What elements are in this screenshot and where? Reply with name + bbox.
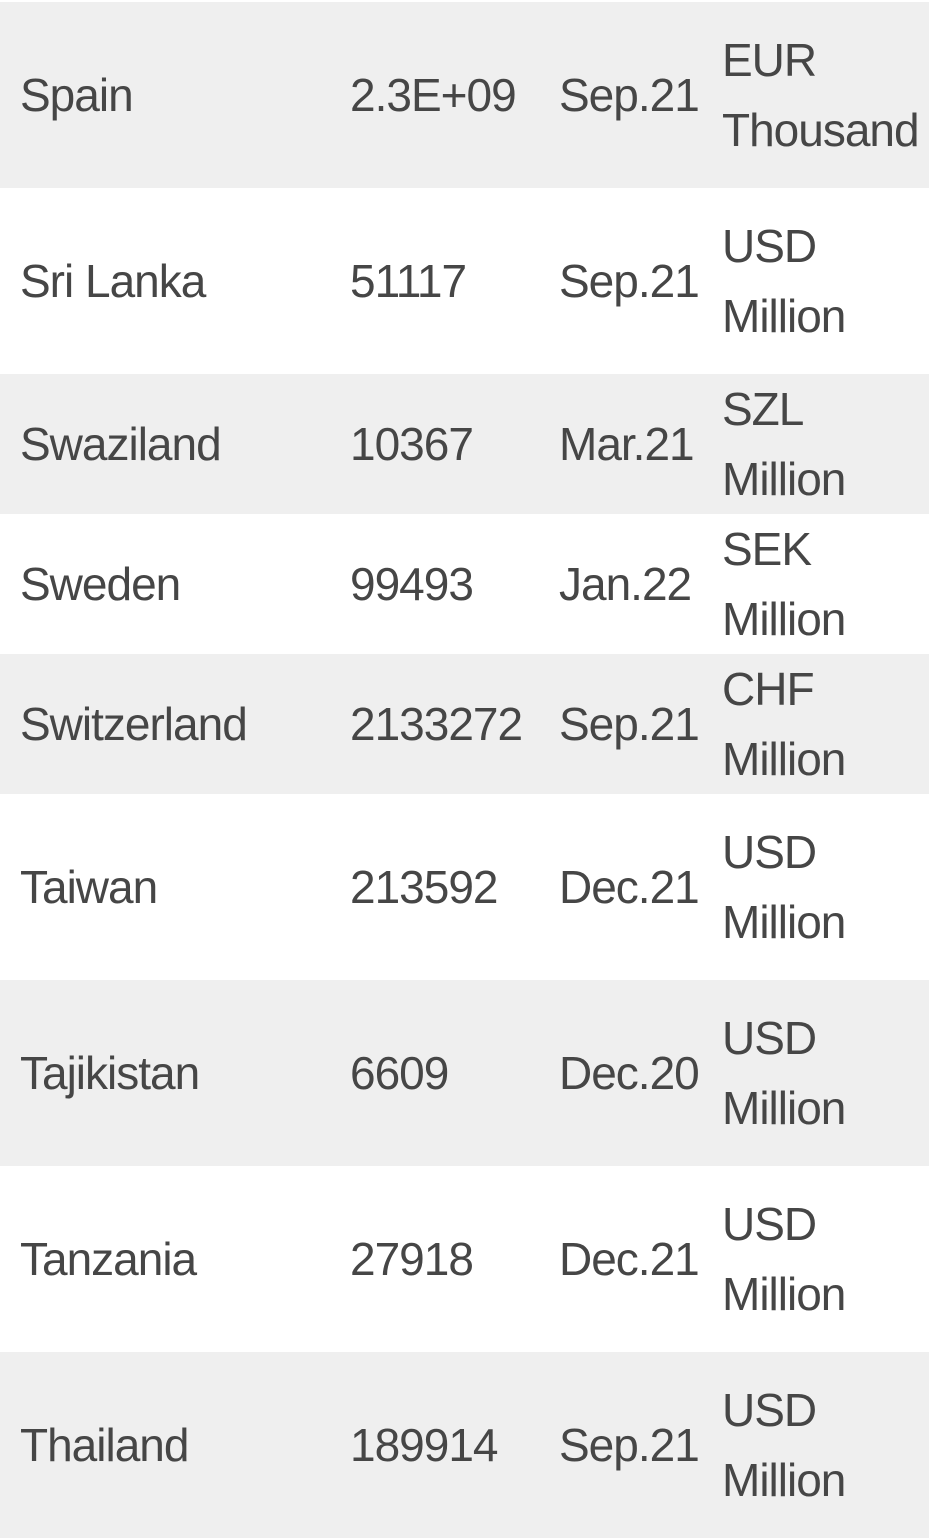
value-cell: 51117	[350, 188, 559, 374]
country-cell: Tajikistan	[0, 980, 350, 1166]
value-cell: 2.3E+09	[350, 2, 559, 188]
country-cell: Thailand	[0, 1352, 350, 1538]
date-cell: Sep.21	[559, 188, 722, 374]
date-cell: Jan.22	[559, 514, 722, 654]
table-row: Swaziland 10367 Mar.21 SZL Million	[0, 374, 929, 514]
table-row: Switzerland 2133272 Sep.21 CHF Million	[0, 654, 929, 794]
unit-text: USD Million	[722, 826, 846, 948]
country-cell: Swaziland	[0, 374, 350, 514]
value-cell: 99493	[350, 514, 559, 654]
value-cell: 10367	[350, 374, 559, 514]
unit-text: USD Million	[722, 1012, 846, 1134]
date-cell: Sep.21	[559, 1352, 722, 1538]
unit-cell: USD Million	[722, 188, 929, 374]
unit-cell: USD Million	[722, 794, 929, 980]
unit-cell: SZL Million	[722, 374, 929, 514]
value-cell: 6609	[350, 980, 559, 1166]
value-cell: 2133272	[350, 654, 559, 794]
unit-text: USD Million	[722, 1384, 846, 1506]
table-row: Thailand 189914 Sep.21 USD Million	[0, 1352, 929, 1538]
unit-text: EUR Thousand	[722, 34, 920, 156]
unit-text: USD Million	[722, 220, 846, 342]
country-cell: Spain	[0, 2, 350, 188]
country-cell: Sweden	[0, 514, 350, 654]
unit-cell: CHF Million	[722, 654, 929, 794]
country-cell: Switzerland	[0, 654, 350, 794]
value-cell: 213592	[350, 794, 559, 980]
date-cell: Dec.20	[559, 980, 722, 1166]
table-row: Taiwan 213592 Dec.21 USD Million	[0, 794, 929, 980]
date-cell: Sep.21	[559, 2, 722, 188]
date-cell: Dec.21	[559, 1166, 722, 1352]
value-cell: 27918	[350, 1166, 559, 1352]
country-cell: Tanzania	[0, 1166, 350, 1352]
country-cell: Sri Lanka	[0, 188, 350, 374]
table-row: Spain 2.3E+09 Sep.21 EUR Thousand	[0, 2, 929, 188]
unit-cell: USD Million	[722, 1166, 929, 1352]
country-cell: Taiwan	[0, 794, 350, 980]
date-cell: Dec.21	[559, 794, 722, 980]
table-row: Tajikistan 6609 Dec.20 USD Million	[0, 980, 929, 1166]
date-cell: Sep.21	[559, 654, 722, 794]
table-row: Sweden 99493 Jan.22 SEK Million	[0, 514, 929, 654]
date-cell: Mar.21	[559, 374, 722, 514]
unit-cell: SEK Million	[722, 514, 929, 654]
unit-text: USD Million	[722, 1198, 846, 1320]
table-row: Sri Lanka 51117 Sep.21 USD Million	[0, 188, 929, 374]
table-row: Tanzania 27918 Dec.21 USD Million	[0, 1166, 929, 1352]
unit-cell: USD Million	[722, 1352, 929, 1538]
unit-cell: USD Million	[722, 980, 929, 1166]
value-cell: 189914	[350, 1352, 559, 1538]
unit-cell: EUR Thousand	[722, 2, 929, 188]
